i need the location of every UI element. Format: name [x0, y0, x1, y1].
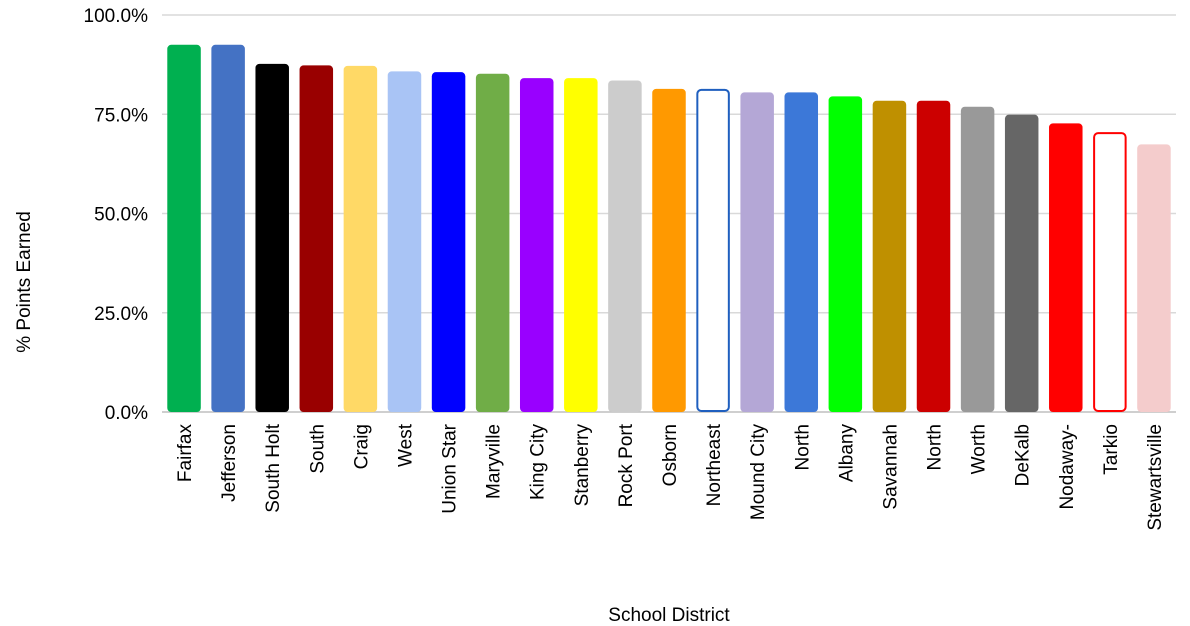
- y-tick-label: 100.0%: [84, 6, 149, 27]
- x-tick-label: Maryville: [484, 424, 505, 499]
- x-axis-title: School District: [608, 605, 730, 626]
- bar: [960, 106, 995, 412]
- bar: [475, 73, 510, 413]
- x-tick-label: Nodaway-: [1057, 424, 1078, 510]
- bar: [255, 63, 289, 413]
- x-tick-label: North: [925, 424, 946, 470]
- bar: [431, 72, 466, 412]
- bar: [167, 44, 201, 413]
- bar: [740, 92, 774, 412]
- y-axis-title: % Points Earned: [14, 211, 35, 353]
- x-tick-label: Worth: [969, 424, 990, 474]
- bar: [343, 65, 378, 412]
- x-tick-label: Albany: [836, 424, 857, 483]
- x-tick-label: Craig: [351, 424, 372, 469]
- x-tick-label: West: [395, 423, 416, 467]
- bar: [828, 96, 863, 412]
- bar: [299, 65, 334, 412]
- bar: [564, 78, 598, 413]
- bar: [1093, 132, 1127, 413]
- y-axis-ticks: 0.0% 25.0% 50.0% 75.0% 100.0%: [84, 6, 149, 424]
- x-tick-label: Mound City: [748, 424, 769, 521]
- bar: [519, 78, 554, 413]
- y-tick-label: 75.0%: [94, 105, 148, 126]
- bar: [872, 100, 907, 412]
- y-tick-label: 50.0%: [94, 205, 148, 226]
- x-tick-label: Northeast: [704, 423, 725, 506]
- bar: [211, 44, 245, 413]
- x-tick-label: Osborn: [660, 424, 681, 486]
- x-tick-label: Jefferson: [219, 424, 240, 502]
- x-tick-label: King City: [528, 424, 549, 501]
- bar: [1049, 123, 1083, 413]
- bar: [1004, 114, 1039, 412]
- x-tick-label: Tarkio: [1101, 424, 1122, 475]
- bar: [652, 88, 686, 412]
- x-tick-label: Fairfax: [175, 424, 196, 483]
- bar: [696, 88, 730, 412]
- x-tick-label: South Holt: [263, 423, 284, 512]
- bar: [387, 71, 422, 413]
- bar: [1137, 144, 1171, 412]
- y-tick-label: 25.0%: [94, 304, 148, 325]
- x-tick-label: South: [307, 424, 328, 474]
- x-tick-label: Savannah: [880, 424, 901, 510]
- x-tick-label: DeKalb: [1013, 424, 1034, 486]
- x-axis-ticks: Fairfax Jefferson South Holt South Craig West…: [175, 423, 1166, 530]
- x-tick-label: Stanberry: [572, 424, 593, 507]
- x-tick-label: North: [792, 424, 813, 470]
- x-tick-label: Stewartsville: [1145, 424, 1166, 531]
- x-tick-label: Rock Port: [616, 423, 637, 507]
- x-tick-label: Union Star: [440, 423, 461, 513]
- bar: [916, 100, 951, 412]
- bar: [608, 80, 642, 412]
- y-tick-label: 0.0%: [105, 403, 148, 424]
- bars: [167, 44, 1171, 413]
- bar: [784, 92, 819, 412]
